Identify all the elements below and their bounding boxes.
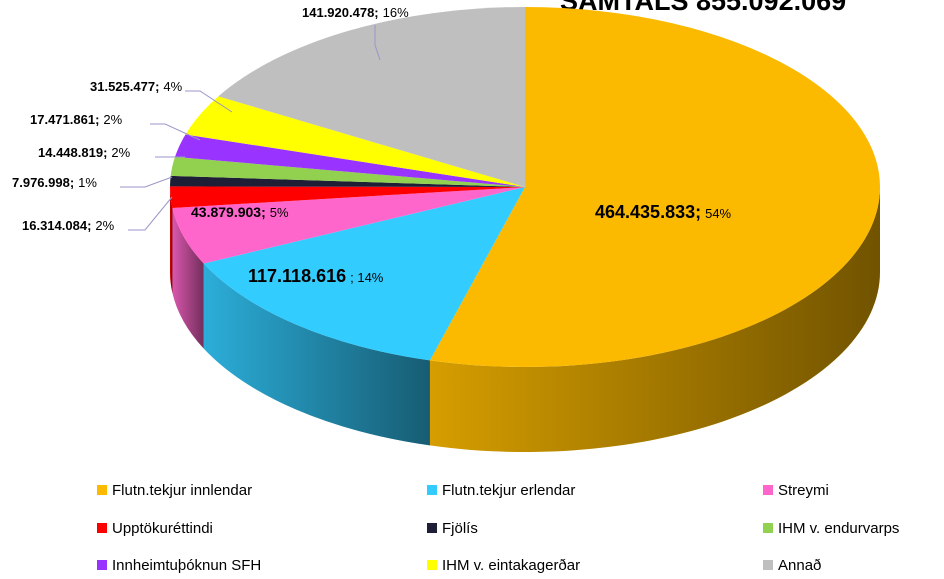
slice xyxy=(185,96,525,187)
value-label: 141.920.478; xyxy=(302,5,379,20)
slice-side-shade xyxy=(172,207,204,349)
percent-label: 1% xyxy=(78,175,97,190)
legend-swatch xyxy=(427,523,437,533)
slice xyxy=(170,186,525,208)
value-label: 7.976.998; xyxy=(12,175,74,190)
percent-label: 54% xyxy=(705,206,731,221)
legend-swatch xyxy=(427,560,437,570)
legend-swatch xyxy=(97,523,107,533)
slice xyxy=(174,134,525,187)
percent-label: ; 14% xyxy=(350,270,384,285)
slice-side-shade xyxy=(170,187,173,293)
percent-label: 2% xyxy=(103,112,122,127)
data-label: 7.976.998; 1% xyxy=(12,175,97,190)
data-label: 31.525.477; 4% xyxy=(90,79,183,94)
value-label: 14.448.819; xyxy=(38,145,107,160)
value-label: 17.471.861; xyxy=(30,112,99,127)
leader-line xyxy=(120,176,173,188)
percent-label: 2% xyxy=(111,145,130,160)
legend-swatch xyxy=(763,560,773,570)
percent-label: 4% xyxy=(163,79,182,94)
value-label: 16.314.084; xyxy=(22,218,91,233)
value-label: 43.879.903; xyxy=(191,204,266,220)
leader-line xyxy=(128,196,173,231)
legend-label: Upptökuréttindi xyxy=(112,520,213,537)
leader-line xyxy=(374,25,381,61)
leader-line xyxy=(150,123,201,141)
legend-swatch xyxy=(427,485,437,495)
data-label: 43.879.903; 5% xyxy=(191,204,289,220)
data-label: 14.448.819; 2% xyxy=(38,145,131,160)
legend-swatch xyxy=(97,485,107,495)
slice-side-shade xyxy=(203,263,430,446)
value-label: 464.435.833; xyxy=(595,202,701,222)
data-label: 16.314.084; 2% xyxy=(22,218,115,233)
legend-label: Annað xyxy=(778,557,821,574)
slice xyxy=(170,156,525,187)
slice-side-shade xyxy=(429,187,880,453)
legend-label: Streymi xyxy=(778,482,829,499)
legend-swatch xyxy=(97,560,107,570)
value-label: 31.525.477; xyxy=(90,79,159,94)
legend-label: Fjölís xyxy=(442,520,478,537)
data-label: 141.920.478; 16% xyxy=(302,5,409,20)
percent-label: 2% xyxy=(95,218,114,233)
legend-label: Innheimtuþóknun SFH xyxy=(112,557,261,574)
legend-label: IHM v. endurvarps xyxy=(778,520,899,537)
chart-title: SAMTALS 855.092.069 xyxy=(560,0,846,16)
slice xyxy=(170,175,525,187)
value-label: 117.118.616 xyxy=(248,266,346,286)
slice xyxy=(172,187,525,264)
slice xyxy=(203,187,526,361)
legend-label: Flutn.tekjur innlendar xyxy=(112,482,252,499)
leader-line xyxy=(185,90,233,113)
legend-swatch xyxy=(763,523,773,533)
percent-label: 5% xyxy=(270,205,289,220)
legend-swatch xyxy=(763,485,773,495)
data-label: 464.435.833; 54% xyxy=(595,202,732,222)
legend-label: IHM v. eintakagerðar xyxy=(442,557,580,574)
data-label: 17.471.861; 2% xyxy=(30,112,123,127)
slice xyxy=(218,7,525,187)
percent-label: 16% xyxy=(383,5,409,20)
legend-label: Flutn.tekjur erlendar xyxy=(442,482,575,499)
slice xyxy=(429,7,881,368)
data-label: 117.118.616 ; 14% xyxy=(248,266,384,286)
